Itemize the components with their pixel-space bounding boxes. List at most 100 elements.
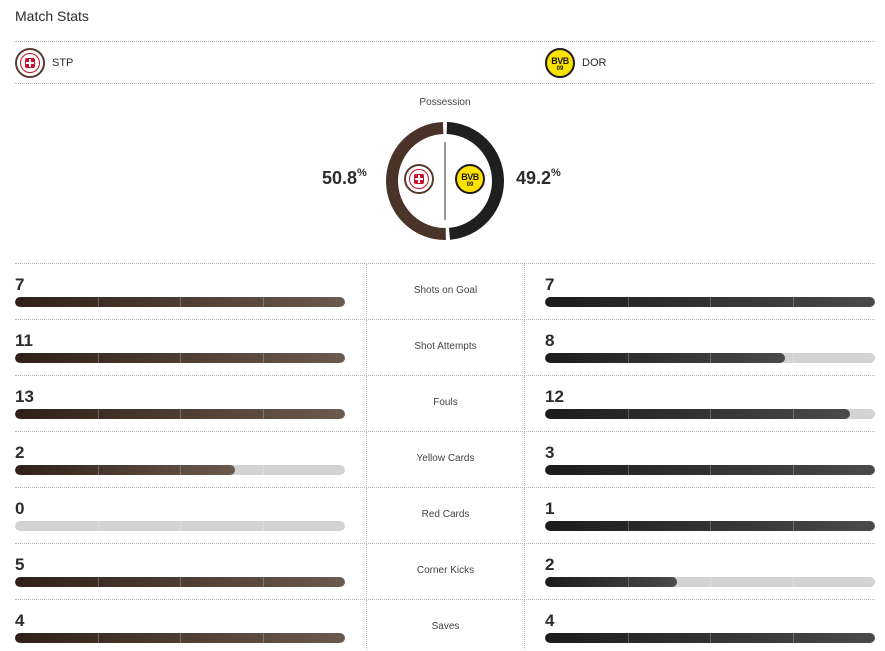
bar-tick bbox=[627, 577, 629, 587]
home-possession-unit: % bbox=[357, 167, 367, 179]
home-stat-bar bbox=[15, 297, 345, 307]
bar-tick bbox=[627, 353, 629, 363]
away-stat-bar-fill bbox=[545, 465, 875, 475]
stat-row: 2 Yellow Cards 3 bbox=[15, 432, 875, 488]
away-stat-bar-fill bbox=[545, 577, 677, 587]
away-stat-bar bbox=[545, 633, 875, 643]
bar-tick bbox=[97, 633, 99, 643]
stat-label: Saves bbox=[431, 621, 460, 632]
bar-tick bbox=[627, 297, 629, 307]
home-stat-value: 13 bbox=[15, 387, 34, 406]
home-stat-bar bbox=[15, 409, 345, 419]
away-possession-unit: % bbox=[551, 167, 561, 179]
home-stat-value: 2 bbox=[15, 443, 25, 462]
bar-tick bbox=[627, 521, 629, 531]
away-stat-value: 1 bbox=[545, 499, 555, 518]
bar-tick bbox=[710, 297, 711, 307]
bar-tick bbox=[710, 409, 711, 419]
teams-header: STP BVB 09 DOR bbox=[15, 41, 875, 84]
stat-row: 7 Shots on Goal 7 bbox=[15, 264, 875, 320]
bvb-crest-icon: BVB 09 bbox=[455, 164, 485, 194]
stat-label-cell: Fouls bbox=[366, 376, 525, 432]
possession-donut bbox=[386, 122, 504, 240]
stat-label: Shots on Goal bbox=[413, 285, 478, 296]
bar-tick bbox=[180, 577, 181, 587]
bar-tick bbox=[792, 521, 794, 531]
stats-table: 7 Shots on Goal 7 11 Shot Attempts 8 13 Fouls 12… bbox=[15, 264, 875, 651]
away-stat-bar bbox=[545, 297, 875, 307]
bar-tick bbox=[97, 465, 99, 475]
away-stat-value: 12 bbox=[545, 387, 564, 406]
stat-row: 13 Fouls 12 bbox=[15, 376, 875, 432]
possession-label: Possession bbox=[419, 97, 471, 108]
stat-label: Fouls bbox=[433, 397, 458, 408]
bar-tick bbox=[627, 465, 629, 475]
home-stat-bar-fill bbox=[15, 465, 236, 475]
bar-tick bbox=[710, 353, 711, 363]
away-stat-bar bbox=[545, 577, 875, 587]
bvb-crest-sub: 09 bbox=[466, 182, 474, 188]
bvb-crest-text: BVB bbox=[461, 172, 479, 182]
home-stat-bar bbox=[15, 465, 345, 475]
away-stat-value: 4 bbox=[545, 611, 555, 630]
bvb-crest-text: BVB bbox=[551, 56, 569, 66]
away-possession: 49.2% bbox=[516, 167, 561, 189]
bvb-crest-icon: BVB 09 bbox=[545, 48, 575, 78]
bar-tick bbox=[710, 577, 711, 587]
home-stat-bar-fill bbox=[15, 409, 345, 419]
bar-tick bbox=[792, 353, 794, 363]
home-stat-value: 5 bbox=[15, 555, 25, 574]
home-stat-bar-fill bbox=[15, 297, 345, 307]
bar-tick bbox=[792, 633, 794, 643]
bar-tick bbox=[262, 297, 264, 307]
bar-tick bbox=[97, 297, 99, 307]
stat-label-cell: Yellow Cards bbox=[366, 432, 525, 488]
bar-tick bbox=[710, 633, 711, 643]
stat-label: Red Cards bbox=[421, 509, 470, 520]
away-stat-bar-fill bbox=[545, 353, 785, 363]
home-stat-value: 11 bbox=[15, 331, 33, 350]
home-stat-value: 7 bbox=[15, 275, 25, 294]
home-stat-bar bbox=[15, 521, 345, 531]
bar-tick bbox=[180, 297, 181, 307]
bar-tick bbox=[792, 577, 794, 587]
home-possession-value: 50.8 bbox=[322, 168, 358, 188]
home-stat-value: 0 bbox=[15, 499, 25, 518]
home-team-abbr: STP bbox=[52, 57, 74, 69]
away-stat-bar-fill bbox=[545, 521, 875, 531]
stat-row: 5 Corner Kicks 2 bbox=[15, 544, 875, 600]
bar-tick bbox=[180, 521, 181, 531]
home-stat-bar-fill bbox=[15, 633, 345, 643]
bar-tick bbox=[97, 521, 99, 531]
bar-tick bbox=[710, 465, 711, 475]
stat-row: 0 Red Cards 1 bbox=[15, 488, 875, 544]
st-pauli-crest-icon bbox=[15, 48, 45, 78]
away-team[interactable]: BVB 09 DOR bbox=[545, 48, 607, 78]
bar-tick bbox=[180, 353, 181, 363]
away-possession-value: 49.2 bbox=[516, 168, 552, 188]
home-stat-bar-fill bbox=[15, 353, 345, 363]
away-stat-value: 8 bbox=[545, 331, 555, 350]
away-stat-bar-fill bbox=[545, 633, 875, 643]
bar-tick bbox=[627, 633, 629, 643]
bar-tick bbox=[262, 353, 264, 363]
home-possession: 50.8% bbox=[322, 167, 367, 189]
bar-tick bbox=[792, 297, 794, 307]
away-stat-value: 2 bbox=[545, 555, 555, 574]
away-team-abbr: DOR bbox=[582, 57, 607, 69]
bar-tick bbox=[262, 409, 264, 419]
stat-label: Shot Attempts bbox=[414, 341, 477, 352]
bar-tick bbox=[180, 633, 181, 643]
away-possession-arc bbox=[446, 122, 504, 240]
stat-label-cell: Red Cards bbox=[366, 488, 525, 544]
home-team[interactable]: STP bbox=[15, 48, 74, 78]
home-possession-arc bbox=[386, 122, 446, 240]
away-stat-bar-fill bbox=[545, 409, 850, 419]
bar-tick bbox=[792, 465, 794, 475]
stat-label: Corner Kicks bbox=[416, 565, 475, 576]
away-stat-value: 7 bbox=[545, 275, 555, 294]
bar-tick bbox=[792, 409, 794, 419]
bar-tick bbox=[97, 577, 99, 587]
bar-tick bbox=[97, 353, 99, 363]
stat-row: 4 Saves 4 bbox=[15, 600, 875, 651]
